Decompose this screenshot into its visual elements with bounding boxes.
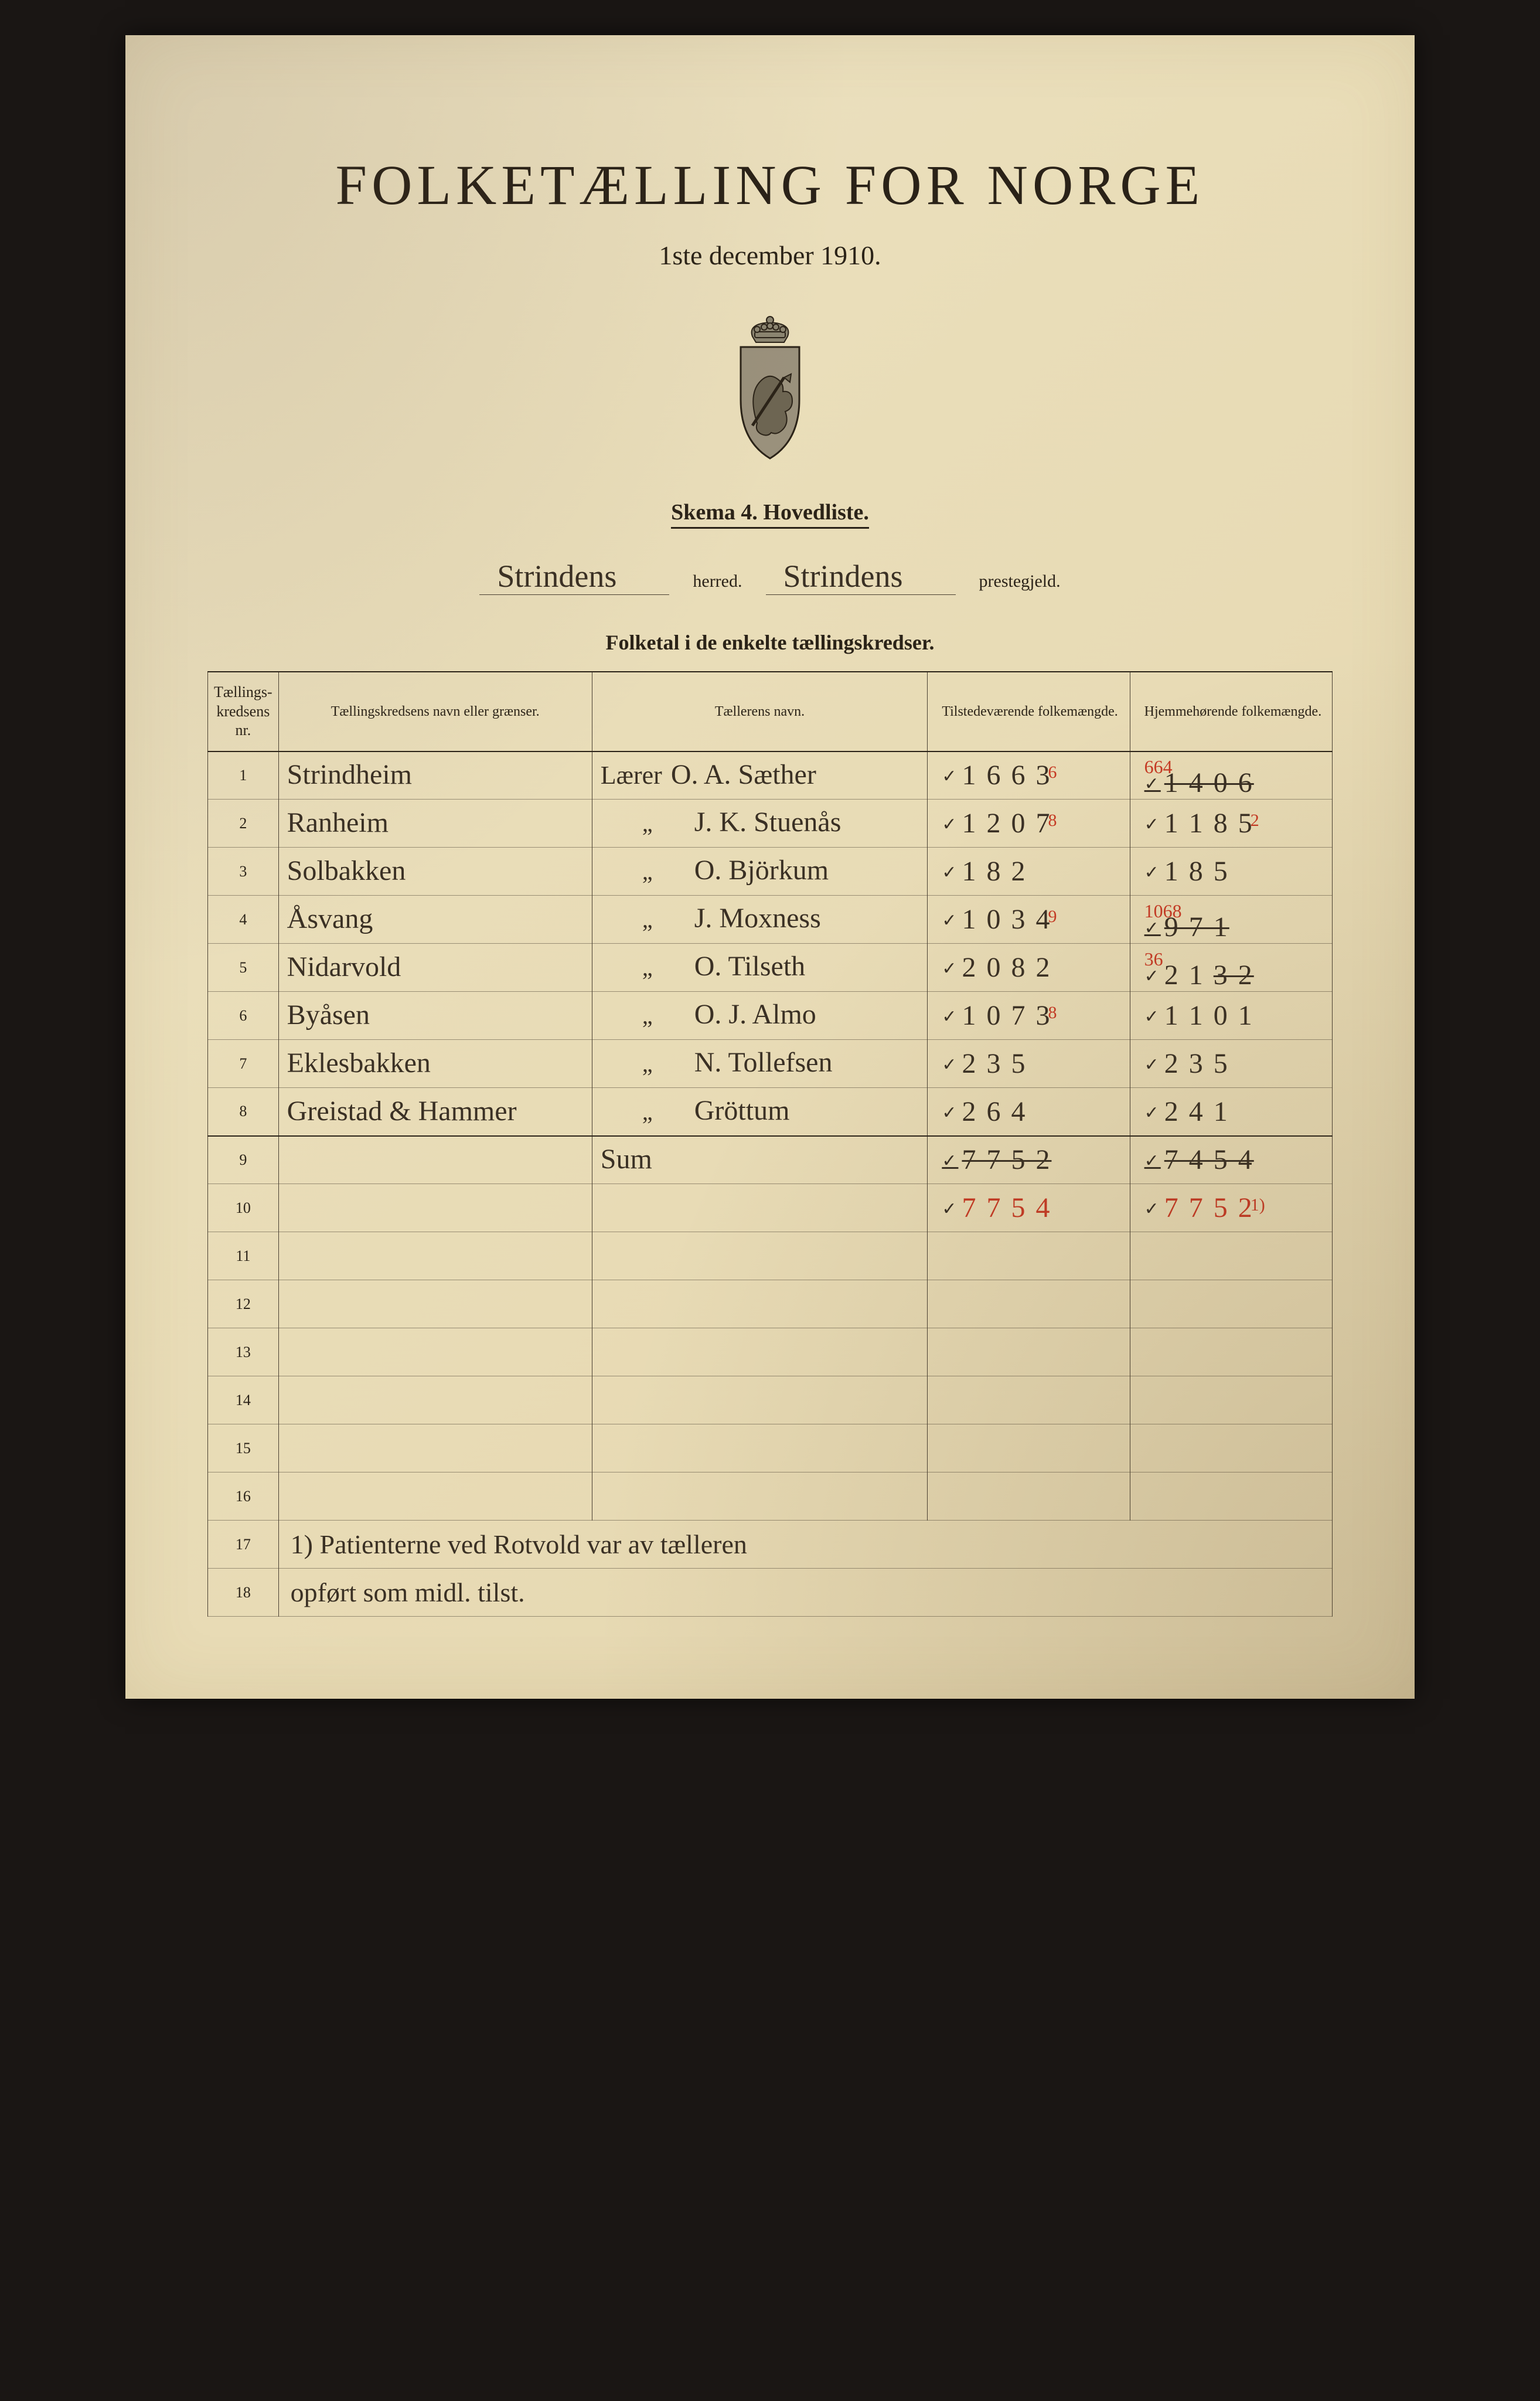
present-count: 7 7 5 2 xyxy=(928,1136,1130,1184)
home-count: 1 1 8 52 xyxy=(1130,800,1332,848)
present-count: 1 0 3 49 xyxy=(928,896,1130,944)
table-row: 13 xyxy=(208,1328,1333,1376)
table-row: 4 Åsvang „J. Moxness 1 0 3 49 10689 7 1 xyxy=(208,896,1333,944)
crest-icon xyxy=(711,312,829,464)
counter-name: „O. Björkum xyxy=(592,848,928,896)
district-name: Nidarvold xyxy=(278,944,592,992)
table-row: 11 xyxy=(208,1232,1333,1280)
col-teller: Tællerens navn. xyxy=(592,672,928,751)
table-row: 7 Eklesbakken „N. Tollefsen 2 3 5 2 3 5 xyxy=(208,1040,1333,1088)
table-row: 16 xyxy=(208,1472,1333,1521)
district-name: Åsvang xyxy=(278,896,592,944)
row-nr: 10 xyxy=(208,1184,279,1232)
row-nr: 15 xyxy=(208,1424,279,1472)
district-name: Strindheim xyxy=(278,751,592,800)
row-nr: 11 xyxy=(208,1232,279,1280)
row-nr: 5 xyxy=(208,944,279,992)
census-table: Tællings- kredsens nr. Tællingskredsens … xyxy=(207,671,1333,1617)
row-nr: 6 xyxy=(208,992,279,1040)
home-count: 7 4 5 4 xyxy=(1130,1136,1332,1184)
counter-name: „O. J. Almo xyxy=(592,992,928,1040)
coat-of-arms xyxy=(207,312,1333,464)
district-name: Solbakken xyxy=(278,848,592,896)
table-header-row: Tællings- kredsens nr. Tællingskredsens … xyxy=(208,672,1333,751)
prestegjeld-label: prestegjeld. xyxy=(979,572,1061,591)
table-row: 3 Solbakken „O. Björkum 1 8 2 1 8 5 xyxy=(208,848,1333,896)
present-count: 1 2 0 78 xyxy=(928,800,1130,848)
home-count: 1 1 0 1 xyxy=(1130,992,1332,1040)
counter-name: „N. Tollefsen xyxy=(592,1040,928,1088)
page-date: 1ste december 1910. xyxy=(207,240,1333,271)
row-nr: 14 xyxy=(208,1376,279,1424)
row-nr: 2 xyxy=(208,800,279,848)
table-row: 18 opført som midl. tilst. xyxy=(208,1569,1333,1617)
table-title: Folketal i de enkelte tællingskredser. xyxy=(207,630,1333,655)
district-name: Ranheim xyxy=(278,800,592,848)
census-page: FOLKETÆLLING FOR NORGE 1ste december 191… xyxy=(125,35,1415,1699)
home-count: 2 3 5 xyxy=(1130,1040,1332,1088)
row-nr: 17 xyxy=(208,1521,279,1569)
col-home: Hjemmehørende folkemængde. xyxy=(1130,672,1332,751)
table-row: 12 xyxy=(208,1280,1333,1328)
home-count: 10689 7 1 xyxy=(1130,896,1332,944)
row-nr: 1 xyxy=(208,751,279,800)
home-count: 6641 4 0 6 xyxy=(1130,751,1332,800)
present-count: 1 6 6 36 xyxy=(928,751,1130,800)
table-row: 10 7 7 5 4 7 7 5 21) xyxy=(208,1184,1333,1232)
present-count: 2 0 8 2 xyxy=(928,944,1130,992)
table-row: 5 Nidarvold „O. Tilseth 2 0 8 2 362 1 3 … xyxy=(208,944,1333,992)
row-nr: 3 xyxy=(208,848,279,896)
row-nr: 13 xyxy=(208,1328,279,1376)
counter-name: „Gröttum xyxy=(592,1088,928,1136)
table-row: 17 1) Patienterne ved Rotvold var av tæl… xyxy=(208,1521,1333,1569)
row-nr: 9 xyxy=(208,1136,279,1184)
counter-name: „J. Moxness xyxy=(592,896,928,944)
present-count: 7 7 5 4 xyxy=(928,1184,1130,1232)
present-count: 2 6 4 xyxy=(928,1088,1130,1136)
counter-name: Lærer O. A. Sæther xyxy=(592,751,928,800)
footnote-text: 1) Patienterne ved Rotvold var av tæller… xyxy=(278,1521,1332,1569)
table-row: 2 Ranheim „J. K. Stuenås 1 2 0 78 1 1 8 … xyxy=(208,800,1333,848)
footnote-text: opført som midl. tilst. xyxy=(278,1569,1332,1617)
district-name: Eklesbakken xyxy=(278,1040,592,1088)
table-row: 6 Byåsen „O. J. Almo 1 0 7 38 1 1 0 1 xyxy=(208,992,1333,1040)
table-row: 14 xyxy=(208,1376,1333,1424)
herred-line: Strindens herred. Strindens prestegjeld. xyxy=(207,560,1333,595)
counter-name: Sum xyxy=(592,1136,928,1184)
col-present: Tilstedeværende folkemængde. xyxy=(928,672,1130,751)
col-name: Tællingskredsens navn eller grænser. xyxy=(278,672,592,751)
table-row: 1 Strindheim Lærer O. A. Sæther 1 6 6 36… xyxy=(208,751,1333,800)
counter-name: „J. K. Stuenås xyxy=(592,800,928,848)
row-nr: 4 xyxy=(208,896,279,944)
page-title: FOLKETÆLLING FOR NORGE xyxy=(207,152,1333,217)
district-name xyxy=(278,1184,592,1232)
form-label: Skema 4. Hovedliste. xyxy=(207,499,1333,525)
district-name: Greistad & Hammer xyxy=(278,1088,592,1136)
present-count: 1 8 2 xyxy=(928,848,1130,896)
table-row: 8 Greistad & Hammer „Gröttum 2 6 4 2 4 1 xyxy=(208,1088,1333,1136)
home-count: 1 8 5 xyxy=(1130,848,1332,896)
counter-name xyxy=(592,1184,928,1232)
prestegjeld-value: Strindens xyxy=(766,560,956,595)
herred-value: Strindens xyxy=(479,560,669,595)
row-nr: 12 xyxy=(208,1280,279,1328)
table-row: 9 Sum 7 7 5 2 7 4 5 4 xyxy=(208,1136,1333,1184)
present-count: 1 0 7 38 xyxy=(928,992,1130,1040)
row-nr: 18 xyxy=(208,1569,279,1617)
home-count: 362 1 3 2 xyxy=(1130,944,1332,992)
table-row: 15 xyxy=(208,1424,1333,1472)
counter-name: „O. Tilseth xyxy=(592,944,928,992)
col-nr: Tællings- kredsens nr. xyxy=(208,672,279,751)
row-nr: 7 xyxy=(208,1040,279,1088)
present-count: 2 3 5 xyxy=(928,1040,1130,1088)
home-count: 2 4 1 xyxy=(1130,1088,1332,1136)
row-nr: 16 xyxy=(208,1472,279,1521)
district-name xyxy=(278,1136,592,1184)
home-count: 7 7 5 21) xyxy=(1130,1184,1332,1232)
district-name: Byåsen xyxy=(278,992,592,1040)
herred-label: herred. xyxy=(693,572,742,591)
row-nr: 8 xyxy=(208,1088,279,1136)
